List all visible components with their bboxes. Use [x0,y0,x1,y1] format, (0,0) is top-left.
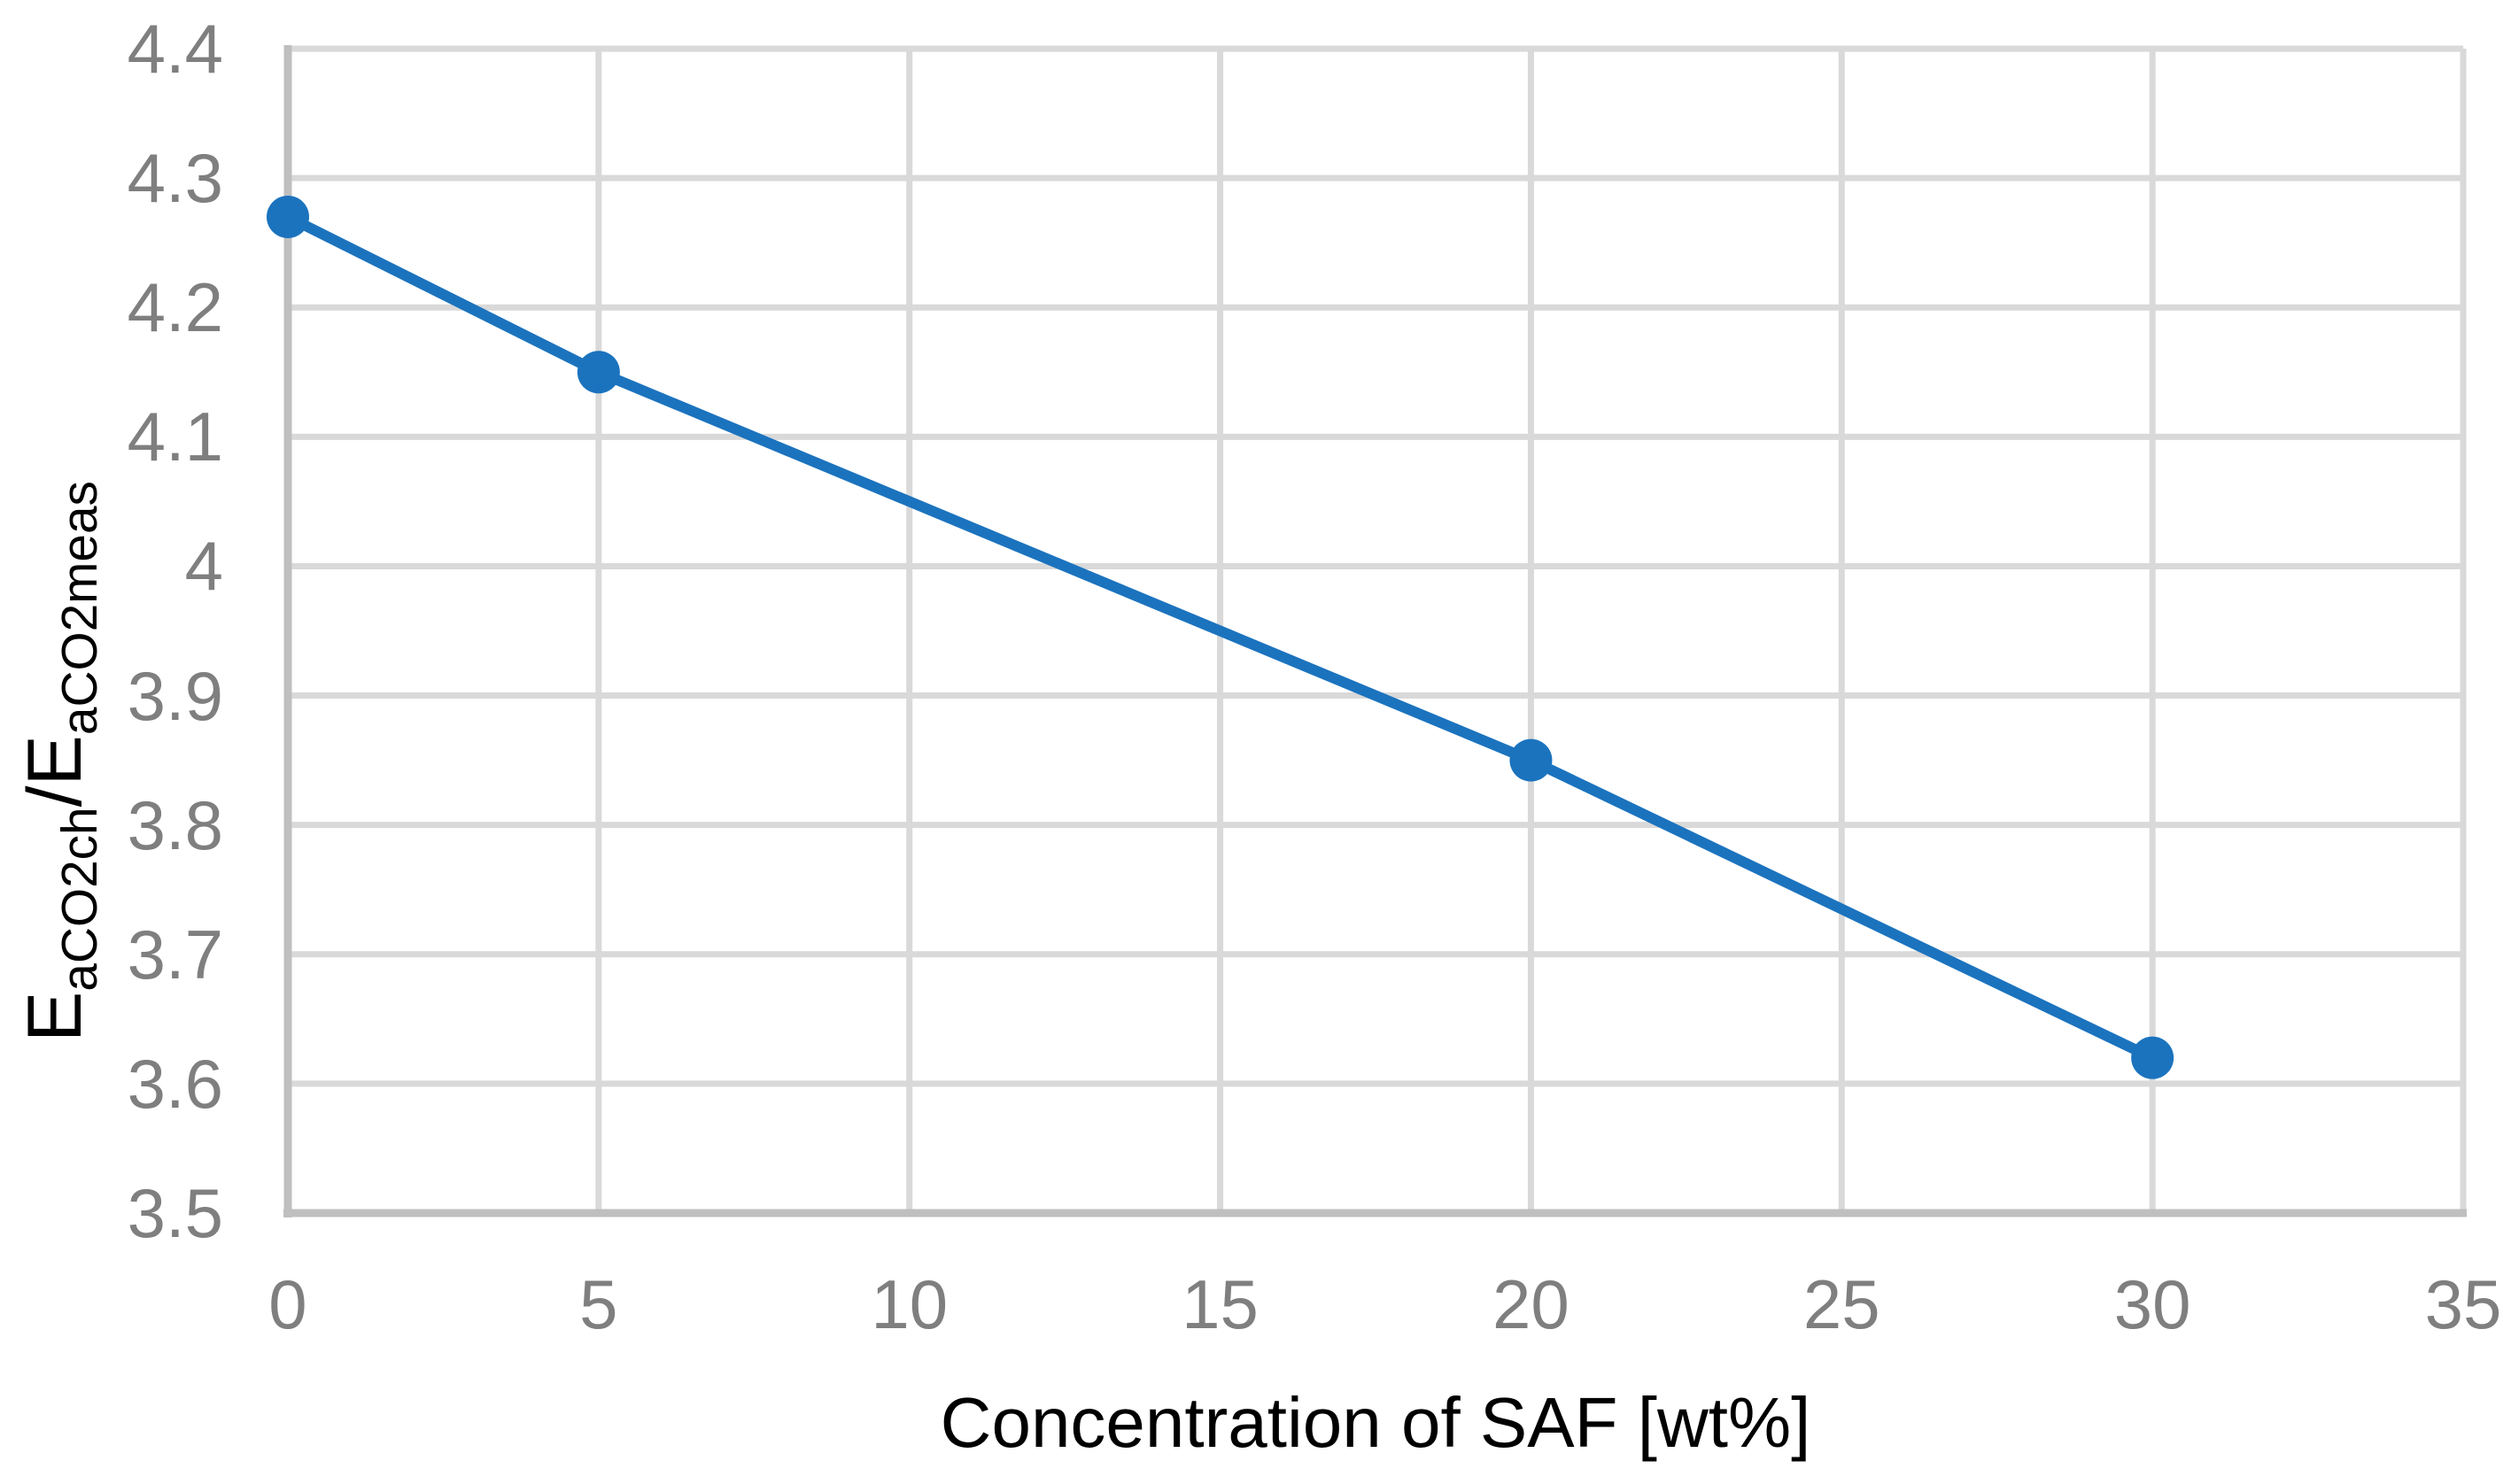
y-tick-label: 3.9 [127,656,223,735]
y-tick-label: 4.1 [127,398,223,476]
x-axis-title: Concentration of SAF [wt%] [940,1383,1811,1462]
y-tick-label: 3.8 [127,785,223,864]
x-tick-label: 5 [579,1265,618,1343]
data-point-marker [1509,738,1553,782]
x-tick-label: 15 [1182,1265,1259,1343]
y-axis-title: EaCO2ch/EaCO2meas [12,481,109,1042]
y-axis-title-base2: E [12,735,97,786]
y-axis-title-sub1: aCO2ch [52,807,109,992]
y-axis-title-base1: E [12,991,97,1042]
y-tick-label: 3.6 [127,1044,223,1123]
data-point-marker [267,195,309,238]
x-tick-label: 25 [1802,1265,1880,1343]
data-point-marker [2131,1036,2174,1079]
x-tick-label: 30 [2113,1265,2191,1343]
y-tick-label: 4 [184,527,223,606]
y-tick-label: 3.7 [127,915,223,993]
y-axis-title-sub2: aCO2meas [52,481,109,736]
x-tick-label: 0 [268,1265,307,1343]
x-tick-label: 10 [871,1265,949,1343]
x-tick-label: 20 [1492,1265,1570,1343]
data-point-marker [577,351,620,394]
y-tick-label: 3.5 [127,1174,223,1252]
y-tick-label: 4.2 [127,268,223,347]
x-tick-label: 35 [2424,1265,2502,1343]
y-tick-label: 4.3 [127,139,223,218]
series-line [283,211,2159,1063]
y-axis-title-divider: / [12,785,97,808]
y-tick-label: 4.4 [127,10,223,88]
